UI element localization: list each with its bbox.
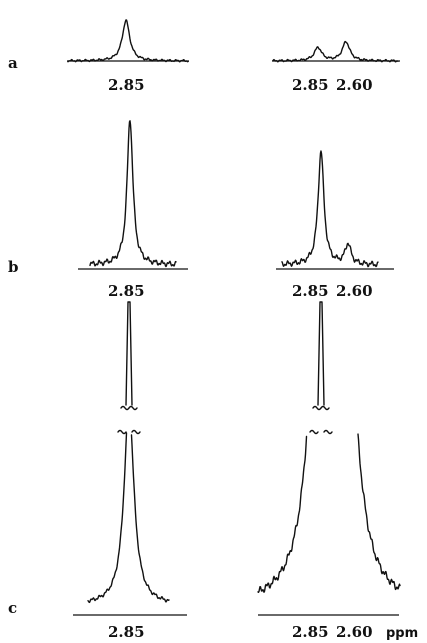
break-mark-c-1-0 (312, 405, 322, 411)
break-mark-c-0-0 (120, 405, 130, 411)
spectrum-trace-c-right (257, 301, 401, 593)
tick-label-b-left-285: 2.85 (108, 282, 145, 300)
break-mark-c-1-2 (309, 429, 319, 435)
break-mark-c-0-1 (128, 405, 138, 411)
spectrum-trace-c-left (87, 301, 170, 604)
panel-label-c: c (8, 599, 17, 617)
spectrum-trace-b-right (281, 150, 379, 268)
panel-label-b: b (8, 258, 19, 276)
tick-label-a-right-285: 2.85 (292, 76, 329, 94)
break-mark-c-0-2 (117, 429, 127, 435)
x-unit-label: ppm (386, 626, 418, 641)
break-mark-c-0-3 (131, 429, 141, 435)
tick-label-a-right-260: 2.60 (336, 76, 373, 94)
tick-label-b-right-285: 2.85 (292, 282, 329, 300)
tick-label-c-left-285: 2.85 (108, 623, 145, 641)
spectrum-trace-b-left (89, 120, 177, 268)
axis-break-marks (117, 405, 333, 435)
break-mark-c-1-3 (323, 429, 333, 435)
spectrum-trace-a-left (67, 19, 189, 63)
panel-label-a: a (8, 54, 18, 72)
spectrum-trace-a-right (272, 40, 399, 63)
tick-label-b-right-260: 2.60 (336, 282, 373, 300)
tick-label-c-right-285: 2.85 (292, 623, 329, 641)
tick-label-c-right-260: 2.60 (336, 623, 373, 641)
tick-label-a-left-285: 2.85 (108, 76, 145, 94)
break-mark-c-1-1 (320, 405, 330, 411)
